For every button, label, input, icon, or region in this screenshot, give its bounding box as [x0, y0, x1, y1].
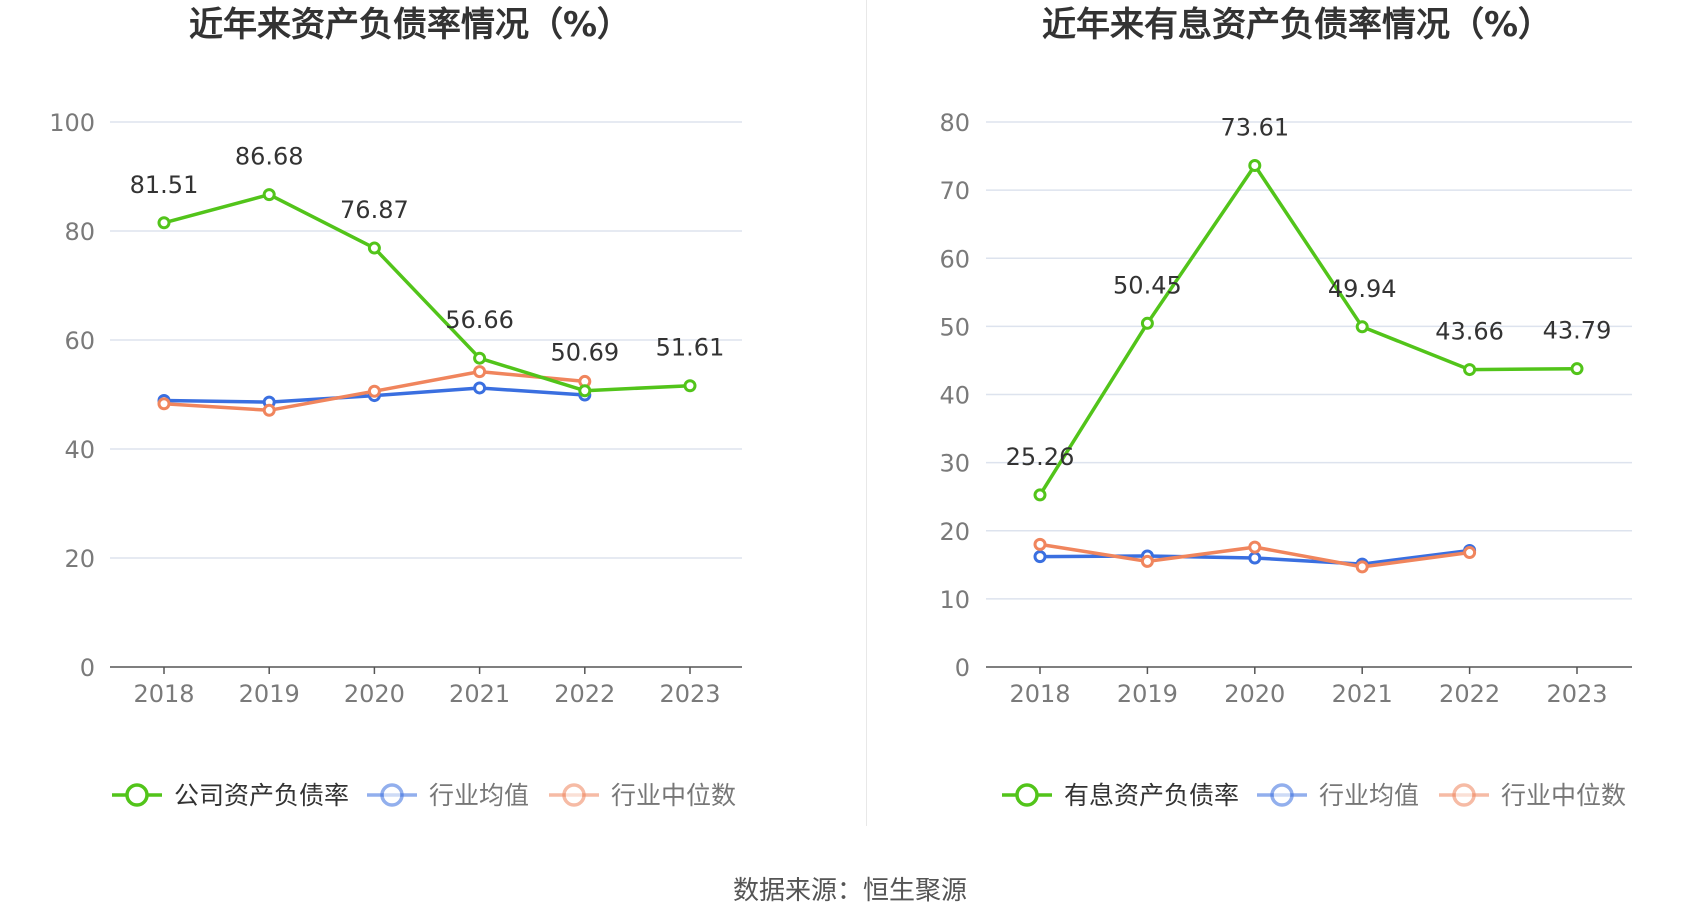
y-tick-label: 40: [939, 382, 970, 410]
data-point: [1355, 320, 1369, 334]
y-tick-label: 0: [80, 654, 95, 682]
data-point: [473, 351, 487, 365]
data-point: [367, 384, 381, 398]
y-tick-label: 0: [955, 654, 970, 682]
chart-panel-1: 近年来资产负债率情况（%） 0 20 40 60 80 100 2018 2019 2020 202…: [49, 5, 742, 810]
x-tick-label: 2018: [133, 680, 194, 708]
y-tick-label: 70: [939, 177, 970, 205]
data-point: [1463, 363, 1477, 377]
y-tick-label: 20: [939, 518, 970, 546]
data-point: [1140, 316, 1154, 330]
data-label: 43.66: [1435, 318, 1504, 346]
x-tick-label: 2018: [1009, 680, 1070, 708]
data-label: 56.66: [445, 306, 514, 334]
series-1: 81.51 86.68 76.87 56.66 50.69 51.61: [130, 143, 725, 398]
panel-divider: [866, 0, 867, 826]
data-label: 81.51: [130, 171, 199, 199]
data-point: [473, 365, 487, 379]
data-point: [1463, 546, 1477, 560]
data-label: 43.79: [1543, 317, 1612, 345]
x-tick-label: 2023: [1546, 680, 1607, 708]
y-tick-label: 10: [939, 586, 970, 614]
data-point: [262, 188, 276, 202]
data-label: 76.87: [340, 196, 409, 224]
data-label: 51.61: [656, 334, 725, 362]
series-line: [1038, 163, 1578, 496]
y-tick-label: 30: [939, 450, 970, 478]
x-tick-label: 2023: [659, 680, 720, 708]
data-point: [157, 397, 171, 411]
data-point: [1355, 560, 1369, 574]
data-point: [1248, 551, 1262, 565]
series-line: [163, 192, 691, 393]
series-3: [1033, 537, 1477, 574]
x-tick-label: 2021: [449, 680, 510, 708]
x-tick-label: 2021: [1332, 680, 1393, 708]
chart-panel-2: 近年来有息资产负债率情况（%） 0 10 20 30 40 50 60 70 80 2018 2019…: [939, 5, 1632, 810]
data-point: [1248, 540, 1262, 554]
y-tick-label: 80: [64, 218, 95, 246]
legend-label: 行业中位数: [1501, 781, 1626, 810]
legend-item-2: 行业均值: [1257, 781, 1419, 810]
data-point: [1033, 488, 1047, 502]
data-point: [1033, 537, 1047, 551]
chart-title: 近年来资产负债率情况（%）: [189, 5, 631, 45]
legend-label: 公司资产负债率: [174, 781, 349, 810]
x-tick-label: 2019: [1117, 680, 1178, 708]
data-point: [262, 403, 276, 417]
legend-label: 行业均值: [1319, 781, 1419, 810]
legend-label: 行业均值: [429, 781, 529, 810]
y-tick-label: 60: [64, 327, 95, 355]
x-tick-label: 2019: [239, 680, 300, 708]
legend-swatch-marker: [1452, 783, 1476, 807]
data-label: 73.61: [1220, 114, 1289, 142]
legend-item-3: 行业中位数: [549, 781, 736, 810]
legend-label: 有息资产负债率: [1064, 781, 1239, 810]
data-point: [1248, 159, 1262, 173]
legend-item-1: 有息资产负债率: [1002, 781, 1239, 810]
legend-item-1: 公司资产负债率: [112, 781, 349, 810]
y-tick-label: 20: [64, 545, 95, 573]
data-label: 50.69: [550, 339, 619, 367]
legend-swatch-marker: [125, 783, 149, 807]
series-3: [157, 365, 592, 417]
data-point: [157, 216, 171, 230]
x-tick-label: 2020: [1224, 680, 1285, 708]
data-point: [683, 379, 697, 393]
data-point: [1570, 362, 1584, 376]
y-tick-label: 100: [49, 109, 95, 137]
legend-item-2: 行业均值: [367, 781, 529, 810]
legend-swatch-marker: [1270, 783, 1294, 807]
legend-label: 行业中位数: [611, 781, 736, 810]
legend-swatch-marker: [562, 783, 586, 807]
y-tick-label: 80: [939, 109, 970, 137]
legend-item-3: 行业中位数: [1439, 781, 1626, 810]
data-point: [1140, 554, 1154, 568]
legend-swatch-marker: [1015, 783, 1039, 807]
x-tick-label: 2022: [1439, 680, 1500, 708]
x-tick-label: 2020: [344, 680, 405, 708]
data-point: [1033, 550, 1047, 564]
y-tick-label: 40: [64, 436, 95, 464]
y-tick-label: 50: [939, 313, 970, 341]
legend-swatch-marker: [380, 783, 404, 807]
data-source: 数据来源：恒生聚源: [732, 876, 967, 906]
data-label: 86.68: [235, 143, 304, 171]
data-point: [367, 241, 381, 255]
data-point: [578, 384, 592, 398]
chart-title: 近年来有息资产负债率情况（%）: [1042, 5, 1552, 45]
y-tick-label: 60: [939, 245, 970, 273]
series-1: 25.26 50.45 73.61 49.94 43.66 43.79: [1006, 114, 1612, 502]
data-label: 50.45: [1113, 271, 1182, 299]
data-label: 49.94: [1328, 275, 1397, 303]
data-label: 25.26: [1006, 443, 1075, 471]
x-tick-label: 2022: [554, 680, 615, 708]
data-point: [473, 381, 487, 395]
